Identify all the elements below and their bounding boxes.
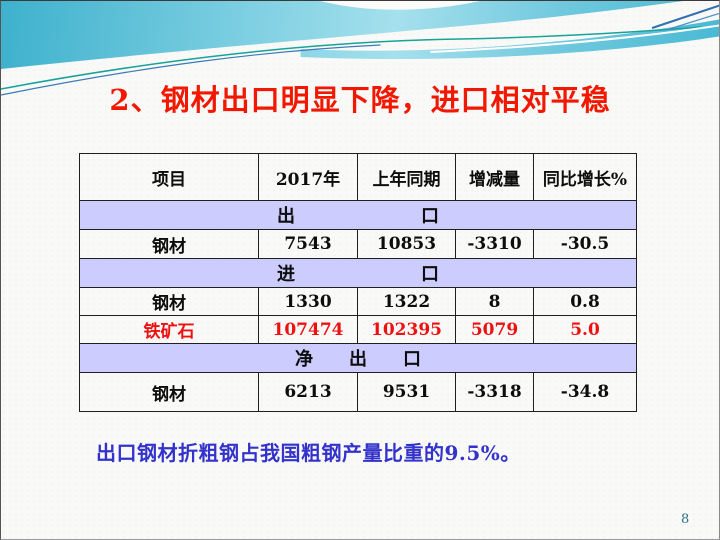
cell-2017: 6213 (258, 372, 358, 412)
cell-2017: 107474 (258, 315, 358, 344)
column-header-2017: 2017年 (258, 153, 358, 201)
wave-right-band (300, 19, 719, 60)
steel-trade-table: 项目 2017年 上年同期 增减量 同比增长% 出 口 钢材 7543 1085… (79, 153, 637, 412)
page-number: 8 (681, 512, 690, 527)
wave-corner-diagonal-1 (651, 4, 719, 29)
cell-yoy: -34.8 (533, 372, 637, 412)
column-header-change: 增减量 (455, 153, 534, 201)
band-label: 进 口 (79, 258, 637, 288)
cell-yoy: -30.5 (533, 229, 637, 259)
footnote: 出口钢材折粗钢占我国粗钢产量比重的9.5%。 (96, 441, 521, 465)
row-label: 钢材 (79, 372, 259, 412)
band-label: 出 口 (79, 200, 637, 230)
page-title: 2、钢材出口明显下降，进口相对平稳 (109, 83, 611, 117)
cell-prior: 9531 (357, 372, 456, 412)
header-wave-decoration (1, 1, 719, 96)
row-label: 钢材 (79, 229, 259, 259)
band-label: 净 出 口 (79, 343, 637, 373)
wave-corner-diagonal-2 (665, 12, 719, 31)
cell-yoy: 0.8 (533, 287, 637, 316)
wave-white-notch (320, 1, 480, 10)
column-header-item: 项目 (79, 153, 259, 201)
column-header-prior-year: 上年同期 (357, 153, 456, 201)
cell-2017: 7543 (258, 229, 358, 259)
section-band-export: 出 口 (79, 200, 637, 230)
cell-change: 5079 (455, 315, 534, 344)
row-label: 铁矿石 (79, 315, 259, 344)
cell-change: -3310 (455, 229, 534, 259)
table-row-import-iron-ore: 铁矿石 107474 102395 5079 5.0 (79, 315, 637, 344)
row-label: 钢材 (79, 287, 259, 316)
cell-prior: 1322 (357, 287, 456, 316)
column-header-yoy-growth: 同比增长% (533, 153, 637, 201)
wave-white-line (430, 24, 719, 53)
wave-field (1, 1, 684, 69)
wave-teal-line (1, 26, 703, 90)
table-row-import-steel: 钢材 1330 1322 8 0.8 (79, 287, 637, 316)
wave-blue-line (1, 44, 381, 96)
cell-yoy: 5.0 (533, 315, 637, 344)
cell-2017: 1330 (258, 287, 358, 316)
cell-prior: 102395 (357, 315, 456, 344)
cell-prior: 10853 (357, 229, 456, 259)
section-band-import: 进 口 (79, 258, 637, 288)
cell-change: 8 (455, 287, 534, 316)
cell-change: -3318 (455, 372, 534, 412)
table-row-net-export-steel: 钢材 6213 9531 -3318 -34.8 (79, 372, 637, 412)
table-header-row: 项目 2017年 上年同期 增减量 同比增长% (79, 153, 637, 201)
section-band-net-export: 净 出 口 (79, 343, 637, 373)
table-row-export-steel: 钢材 7543 10853 -3310 -30.5 (79, 229, 637, 259)
